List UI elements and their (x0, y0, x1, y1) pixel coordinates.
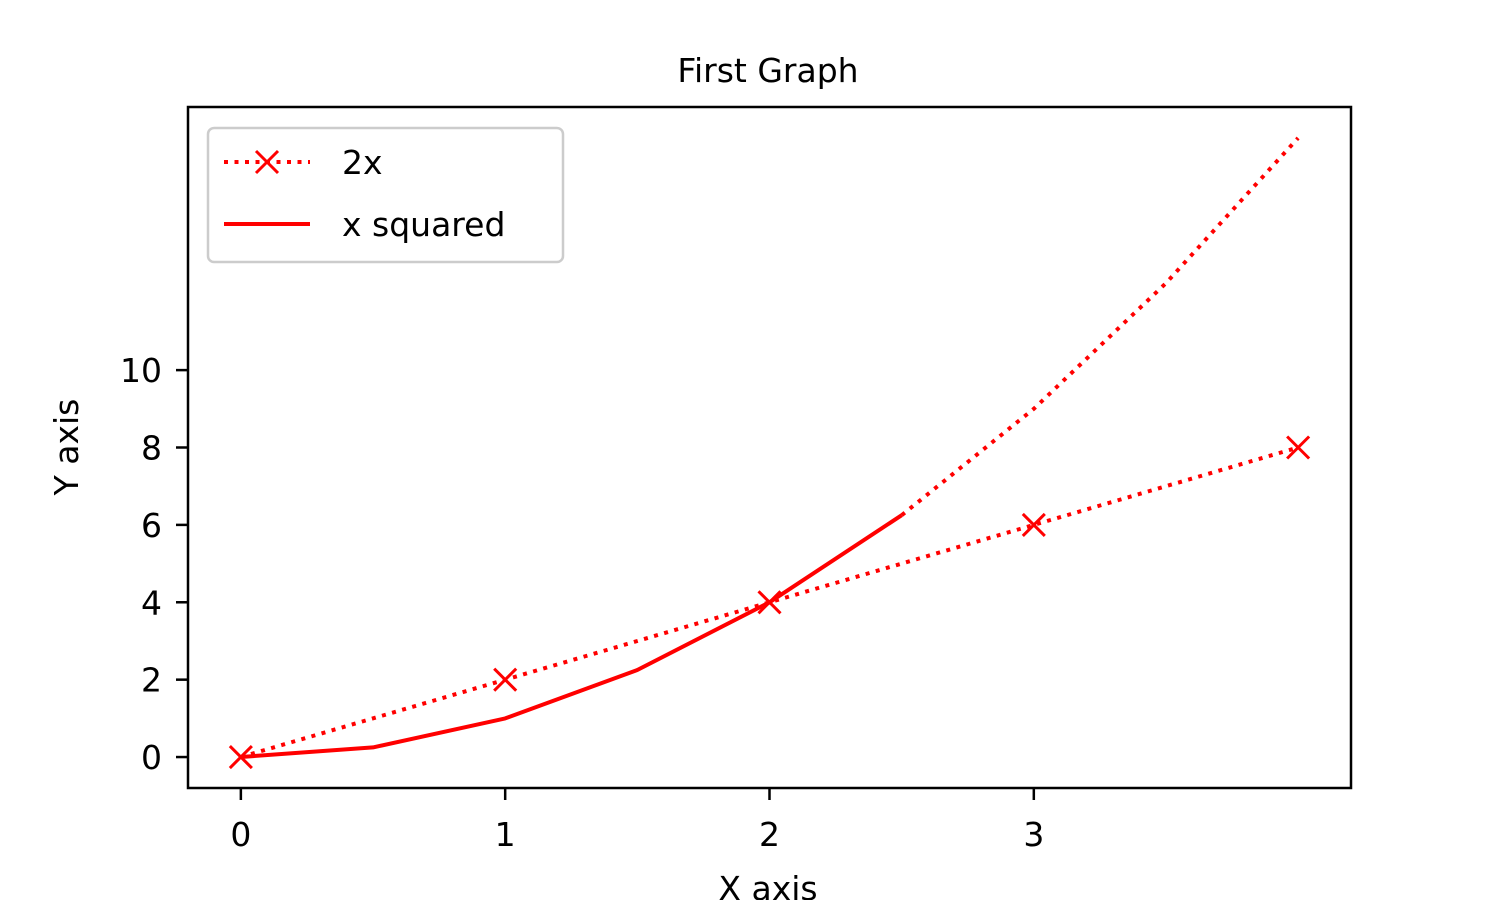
series-layer (228, 136, 1311, 770)
y-tick-label-4: 8 (141, 429, 162, 468)
y-tick-label-1: 2 (141, 661, 162, 700)
legend-label-x-squared: x squared (342, 205, 505, 244)
x-tick-label-2: 2 (759, 815, 780, 854)
legend-label-2x: 2x (342, 143, 383, 182)
x-tick-label-1: 1 (495, 815, 516, 854)
legend: 2x x squared (206, 126, 565, 264)
x-tick-label-0: 0 (230, 815, 251, 854)
y-tick-label-3: 6 (141, 506, 162, 545)
y-ticks: 0 2 4 6 8 10 (120, 351, 188, 777)
legend-box (206, 126, 565, 264)
series-line-2 (900, 136, 1300, 517)
x-axis-label: X axis (718, 869, 817, 900)
series-0-point-1 (493, 667, 518, 692)
y-tick-label-0: 0 (141, 738, 162, 777)
legend-marker-2x (254, 149, 280, 175)
y-axis-label: Y axis (47, 399, 86, 497)
x-tick-label-3: 3 (1023, 815, 1044, 854)
series-0-point-0 (228, 744, 253, 770)
series-0-point-4 (1286, 435, 1311, 460)
y-tick-label-5: 10 (120, 351, 162, 390)
x-ticks: 0 1 2 3 (230, 788, 1044, 854)
y-tick-label-2: 4 (141, 583, 162, 622)
series-0-point-3 (1021, 512, 1046, 537)
chart-title: First Graph (677, 51, 858, 90)
series-line-1 (240, 513, 903, 759)
